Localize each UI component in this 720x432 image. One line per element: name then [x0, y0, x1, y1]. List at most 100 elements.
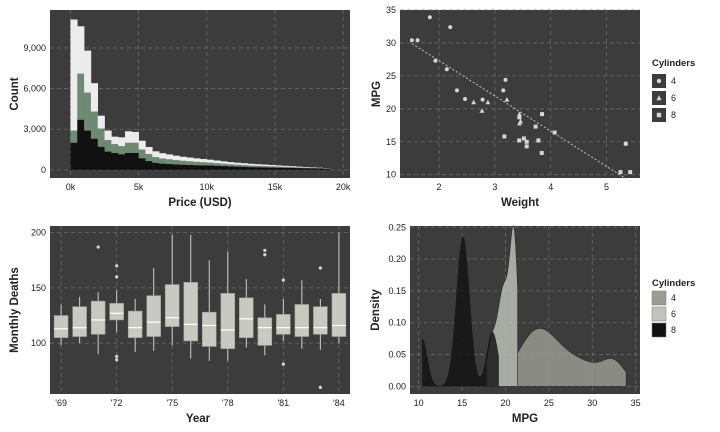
histogram-bar-green: [138, 149, 146, 159]
histogram-bar-dark: [302, 168, 310, 170]
mpg-density-ytick-label: 0.10: [388, 318, 406, 328]
histogram-bar-green: [213, 163, 221, 166]
histogram-bar-dark: [90, 138, 99, 170]
scatter-point-cyl-8: [536, 138, 541, 143]
scatter-point-cyl-4: [444, 67, 449, 72]
scatter-legend-key-8: [656, 112, 662, 118]
histogram-bar-light: [302, 167, 310, 168]
scatter-point-cyl-4: [433, 58, 438, 63]
histogram-bar-green: [227, 164, 235, 167]
mpg-density-xtick-label: 25: [544, 398, 554, 408]
scatter-trend-line: [411, 43, 631, 182]
histogram-bar-dark: [213, 165, 221, 170]
box-body: [109, 303, 124, 321]
price-histogram-xtick-label: 20k: [336, 182, 351, 192]
box-body: [164, 284, 180, 327]
box-outlier: [281, 278, 285, 282]
price-histogram-panel: 0k 5k 10k 15k 20k 0 3,000 6,000 9,000 Price (USD…: [9, 10, 351, 209]
histogram-bar-green: [77, 73, 85, 120]
scatter-point-cyl-8: [521, 136, 526, 141]
deaths-boxplot-ylabel: Monthly Deaths: [9, 267, 21, 353]
scatter-point-cyl-4: [463, 96, 468, 101]
box-body: [313, 306, 328, 335]
scatter-legend-label: 8: [671, 110, 676, 120]
mpg-weight-ytick-label: 20: [386, 104, 396, 114]
histogram-bar-green: [145, 154, 153, 162]
scatter-point-cyl-8: [540, 112, 545, 117]
scatter-point-cyl-8: [533, 124, 538, 129]
density-legend-label: 6: [671, 309, 676, 319]
histogram-bar-green: [288, 167, 296, 168]
deaths-boxplot-xtick-label: '84: [333, 398, 345, 408]
scatter-point-cyl-4: [427, 15, 432, 20]
box-outlier: [115, 354, 119, 359]
histogram-bar-dark: [206, 165, 214, 170]
histogram-bar-green: [254, 165, 262, 168]
histogram-bar-dark: [254, 167, 262, 170]
histogram-bar-dark: [193, 165, 201, 170]
histogram-bar-dark: [159, 163, 167, 170]
deaths-boxplot-xtick-label: '69: [55, 398, 67, 408]
mpg-density-xtick-label: 15: [457, 398, 467, 408]
histogram-bar-green: [152, 157, 160, 163]
histogram-bar-light: [288, 166, 296, 168]
histogram-bar-green: [247, 165, 255, 168]
box-outlier: [318, 385, 322, 389]
histogram-bar-dark: [322, 168, 330, 170]
scatter-legend-label: 6: [671, 93, 676, 103]
scatter-point-cyl-6: [471, 99, 477, 105]
box-outlier: [281, 362, 285, 366]
box-body: [331, 293, 347, 337]
scatter-point-cyl-6: [517, 111, 522, 117]
box-body: [127, 310, 143, 338]
mpg-density-panel: 10 15 20 25 30 35 0.00 0.05 0.10 0.15 0.20 0.25 MPG…: [370, 222, 695, 425]
histogram-bar-light: [70, 19, 78, 131]
mpg-weight-xlabel: Weight: [501, 197, 539, 209]
mpg-density-xtick-label: 35: [631, 398, 641, 408]
mpg-density-ytick-label: 0.05: [388, 350, 406, 360]
scatter-point-cyl-6: [517, 120, 522, 126]
histogram-bar-green: [125, 142, 133, 153]
histogram-bar-dark: [179, 164, 187, 170]
scatter-point-cyl-4: [454, 88, 459, 93]
histogram-bar-light: [172, 155, 180, 161]
mpg-weight-xtick-label: 5: [604, 182, 609, 192]
scatter-legend-key-4: [656, 78, 662, 84]
scatter-point-cyl-8: [517, 115, 522, 120]
deaths-boxplot-xtick-label: '72: [111, 398, 123, 408]
scatter-point-cyl-8: [623, 141, 628, 146]
histogram-bar-dark: [268, 167, 276, 170]
histogram-bar-dark: [315, 168, 324, 170]
box-outlier: [115, 264, 119, 268]
histogram-bar-dark: [97, 146, 105, 170]
scatter-legend-title: Cylinders: [652, 58, 695, 69]
histogram-bar-green: [118, 146, 126, 155]
histogram-bar-light: [220, 161, 228, 164]
mpg-density-xlabel: MPG: [512, 413, 538, 425]
box-body: [220, 293, 236, 349]
histogram-bar-light: [118, 137, 126, 147]
mpg-density-ytick-label: 0.15: [388, 286, 406, 296]
scatter-point-cyl-4: [409, 38, 414, 43]
histogram-bar-green: [179, 160, 187, 165]
histogram-bar-light: [165, 154, 174, 160]
histogram-bar-light: [104, 130, 112, 141]
scatter-point-cyl-4: [503, 77, 508, 82]
histogram-bar-light: [145, 146, 153, 155]
mpg-weight-ytick-label: 30: [386, 38, 396, 48]
histogram-bar-light: [247, 163, 255, 166]
mpg-density-xtick-label: 20: [500, 398, 510, 408]
box-body: [90, 300, 106, 335]
histogram-bar-light: [84, 50, 92, 93]
mpg-weight-xtick-label: 3: [492, 182, 497, 192]
box-outlier: [96, 245, 100, 249]
scatter-point-cyl-4: [501, 88, 506, 93]
scatter-point-cyl-4: [415, 38, 420, 43]
histogram-bar-light: [227, 162, 235, 165]
histogram-bar-dark: [104, 151, 112, 170]
histogram-bar-dark: [152, 162, 160, 170]
mpg-density-xtick-label: 10: [414, 398, 424, 408]
scatter-point-cyl-8: [628, 170, 633, 175]
mpg-density-ytick-label: 0.25: [388, 222, 406, 232]
histogram-bar-dark: [240, 166, 249, 170]
